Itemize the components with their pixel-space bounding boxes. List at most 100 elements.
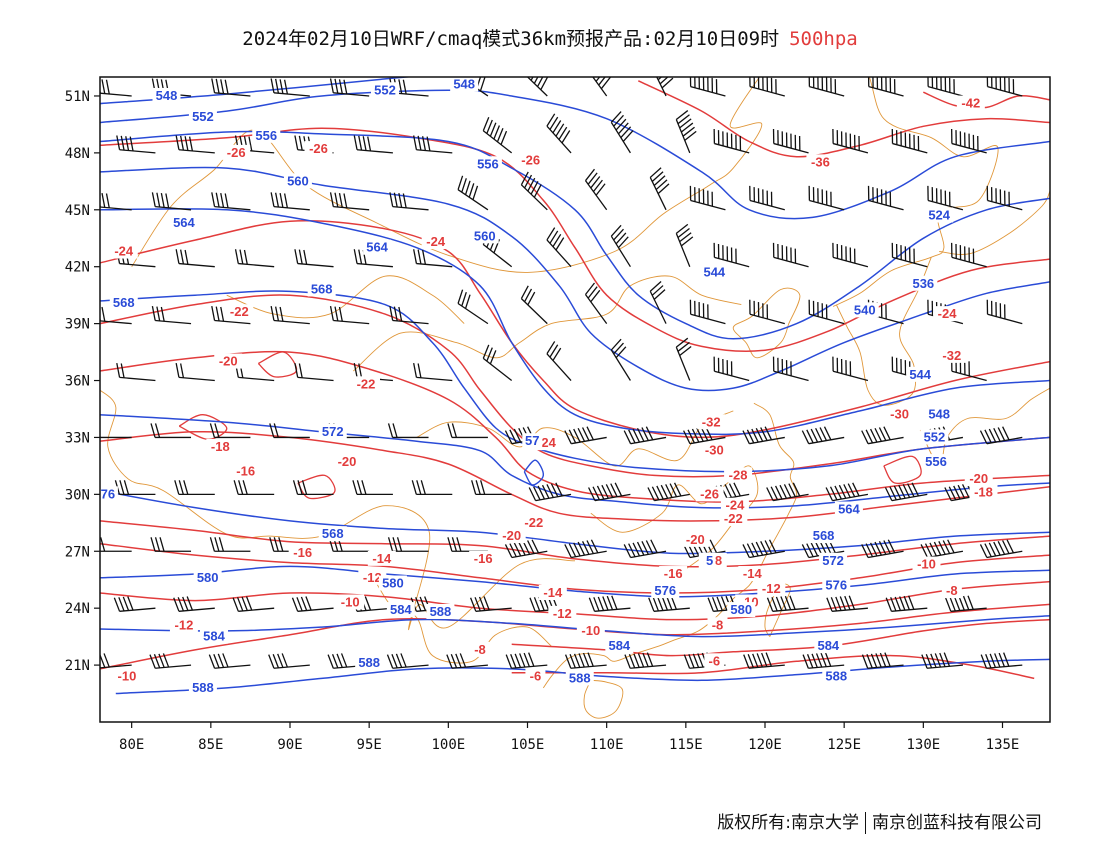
height-label: 5 bbox=[706, 553, 713, 568]
wind-barb bbox=[457, 289, 489, 325]
height-label: 584 bbox=[817, 638, 839, 653]
wind-barb bbox=[891, 128, 928, 154]
temperature-label: -24 bbox=[114, 244, 134, 259]
temperature-label: -22 bbox=[724, 511, 743, 526]
temperature-label: -20 bbox=[969, 471, 988, 486]
contour-label-bg bbox=[363, 239, 392, 255]
wind-barb bbox=[233, 480, 275, 496]
temperature-label: -24 bbox=[938, 306, 958, 321]
contour-label-bg bbox=[169, 617, 198, 633]
title-pressure-level: 500hpa bbox=[789, 28, 858, 50]
height-label: 572 bbox=[322, 424, 344, 439]
height-label: 572 bbox=[822, 553, 844, 568]
height-label: 584 bbox=[608, 638, 630, 653]
lat-tick-label: 24N bbox=[65, 601, 90, 617]
lat-tick-label: 36N bbox=[65, 374, 90, 390]
wind-barb bbox=[713, 128, 750, 154]
wind-barb bbox=[584, 168, 608, 211]
wind-barb bbox=[505, 652, 548, 669]
wind-barb bbox=[469, 596, 512, 612]
height-contour bbox=[100, 89, 1050, 220]
temperature-contours bbox=[100, 80, 1050, 680]
wind-barb bbox=[151, 306, 192, 325]
contour-label-bg bbox=[909, 275, 938, 291]
height-label: 568 bbox=[113, 295, 135, 310]
wind-barb bbox=[826, 595, 868, 612]
wind-barb bbox=[352, 480, 393, 496]
height-contour bbox=[100, 565, 1050, 598]
contour-label-bg bbox=[727, 602, 756, 618]
wind-barb bbox=[175, 249, 215, 268]
wind-barb bbox=[270, 192, 310, 211]
temperature-label: -18 bbox=[211, 439, 230, 454]
temperature-label: -20 bbox=[502, 528, 521, 543]
contour-label-bg bbox=[906, 366, 935, 382]
contour-label-bg bbox=[100, 486, 118, 502]
contour-label-bg bbox=[834, 501, 863, 517]
wind-barb bbox=[647, 482, 690, 502]
wind-barb bbox=[649, 167, 670, 211]
height-label: 580 bbox=[730, 602, 752, 617]
temperature-label: -28 bbox=[729, 467, 748, 482]
height-contour bbox=[115, 658, 1050, 695]
temperature-label: -24 bbox=[726, 498, 746, 513]
title-text: 2024年02月10日WRF/cmaq模式36km预报产品:02月10日09时 bbox=[242, 28, 780, 50]
height-label: 536 bbox=[912, 276, 934, 291]
wind-barb bbox=[927, 185, 964, 211]
wind-barb bbox=[689, 185, 726, 211]
contour-label-bg bbox=[819, 552, 848, 568]
contour-label-bg bbox=[937, 347, 966, 363]
wind-barb bbox=[329, 192, 370, 211]
contour-label-bg bbox=[304, 141, 333, 157]
wind-barb bbox=[353, 249, 393, 268]
contour-labels: -42-36-26 -26-26-24-24-24-22-20-22-32-32-… bbox=[100, 77, 998, 695]
copyright-partner: 南京创蓝科技有限公司 bbox=[872, 813, 1042, 833]
wind-barb bbox=[584, 282, 608, 324]
wind-barb bbox=[713, 356, 750, 382]
wind-barb bbox=[749, 299, 785, 325]
contour-label-bg bbox=[288, 545, 317, 561]
wind-barb bbox=[113, 596, 156, 612]
height-label: 564 bbox=[173, 215, 195, 230]
contour-label-bg bbox=[920, 429, 949, 445]
coastline-path bbox=[226, 275, 465, 324]
height-label: 560 bbox=[474, 228, 496, 243]
temperature-label: -18 bbox=[974, 484, 993, 499]
wind-barb bbox=[921, 652, 963, 669]
contour-label-bg bbox=[355, 655, 384, 671]
wind-barb bbox=[149, 653, 192, 669]
lon-tick-label: 105E bbox=[511, 737, 545, 753]
lon-tick-label: 110E bbox=[590, 737, 624, 753]
wind-barb bbox=[885, 595, 928, 612]
contour-label-bg bbox=[231, 463, 260, 479]
contour-label-bg bbox=[112, 668, 141, 684]
contour-label-bg bbox=[367, 550, 396, 566]
contour-label-bg bbox=[252, 127, 281, 143]
wind-barb bbox=[100, 193, 132, 211]
wind-barb bbox=[588, 482, 631, 502]
wind-barb bbox=[546, 113, 572, 154]
lon-tick-label: 130E bbox=[906, 737, 940, 753]
height-contour bbox=[100, 77, 414, 105]
lon-tick-label: 100E bbox=[431, 737, 465, 753]
wind-barb bbox=[269, 423, 310, 439]
wind-barb bbox=[211, 306, 251, 325]
wind-barb bbox=[471, 480, 512, 496]
lon-tick-label: 80E bbox=[119, 737, 144, 753]
temperature-contour bbox=[883, 455, 922, 484]
height-label: 556 bbox=[925, 454, 947, 469]
wind-barb bbox=[100, 306, 132, 325]
wind-barb bbox=[944, 595, 987, 612]
wind-barb bbox=[713, 242, 750, 268]
height-label: 524 bbox=[928, 207, 950, 222]
temperature-label: -12 bbox=[762, 581, 781, 596]
wind-barb bbox=[292, 480, 334, 496]
contour-label-bg bbox=[470, 228, 499, 244]
wind-barb bbox=[951, 242, 987, 268]
temperature-label: -10 bbox=[118, 668, 137, 683]
temperature-label: -8 bbox=[474, 642, 486, 657]
wind-barb bbox=[861, 539, 904, 559]
contour-label-bg bbox=[371, 82, 399, 98]
wind-barb bbox=[447, 423, 488, 439]
contour-label-bg bbox=[169, 215, 198, 231]
